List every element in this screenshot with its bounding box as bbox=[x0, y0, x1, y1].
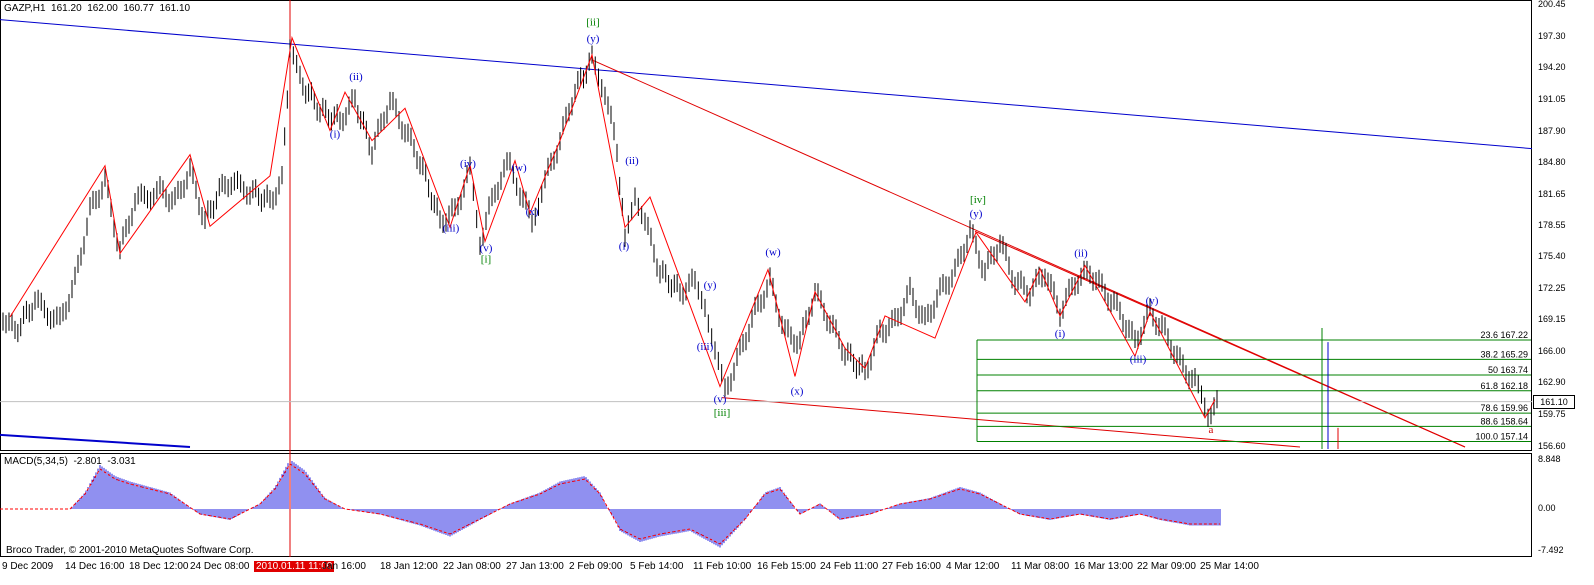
price-axis: 200.45 197.30 194.20 191.05 187.90 184.80 181.… bbox=[1533, 0, 1594, 557]
price-tick-label: 159.75 bbox=[1538, 409, 1566, 420]
wave-label: (y) bbox=[970, 208, 983, 220]
copyright-text: Broco Trader, © 2001-2010 MetaQuotes Sof… bbox=[6, 545, 254, 556]
fibonacci-level-label: 100.0 157.14 bbox=[1475, 432, 1528, 442]
current-price-label: 161.10 bbox=[1533, 394, 1575, 409]
time-tick-label: 9 Dec 2009 bbox=[2, 561, 54, 572]
price-tick-label: 187.90 bbox=[1538, 125, 1566, 136]
blue-trendline-upper bbox=[0, 19, 1533, 150]
fibonacci-level-label: 61.8 162.18 bbox=[1480, 381, 1528, 391]
time-tick-label: 27 Jan 13:00 bbox=[506, 561, 564, 572]
wave-label: a bbox=[1209, 424, 1214, 436]
price-tick-label: 191.05 bbox=[1538, 93, 1566, 104]
wave-label: (v) bbox=[714, 394, 727, 406]
wave-label: (i) bbox=[330, 129, 341, 141]
wave-label: (i) bbox=[1055, 328, 1066, 340]
wave-label: (ii) bbox=[349, 71, 363, 83]
time-tick-label: Jan 16:00 bbox=[322, 561, 366, 572]
time-tick-label: 11 Feb 10:00 bbox=[693, 561, 752, 572]
wave-label: (y) bbox=[704, 280, 717, 292]
wave-label: [i] bbox=[481, 254, 491, 266]
price-tick-label: 184.80 bbox=[1538, 156, 1566, 167]
wave-label: [ii] bbox=[586, 17, 599, 29]
fibonacci-level-label: 78.6 159.96 bbox=[1480, 403, 1528, 413]
wave-label: (ii) bbox=[1074, 247, 1088, 259]
time-tick-label: 24 Dec 08:00 bbox=[190, 561, 250, 572]
fibonacci-level-label: 23.6 167.22 bbox=[1480, 330, 1528, 340]
time-tick-label: 18 Dec 12:00 bbox=[129, 561, 189, 572]
wave-label: (y) bbox=[1146, 295, 1159, 307]
blue-trendline-lower bbox=[0, 433, 191, 448]
price-tick-label: 178.55 bbox=[1538, 219, 1566, 230]
macd-title: MACD(5,34,5) -2.801 -3.031 bbox=[4, 456, 136, 467]
time-tick-label: 16 Feb 15:00 bbox=[757, 561, 816, 572]
price-tick-label: 169.15 bbox=[1538, 314, 1566, 325]
time-tick-label: 2010.01.11 11:00 bbox=[254, 561, 335, 572]
wave-label: (iii) bbox=[443, 222, 460, 234]
red-trendline-lower bbox=[721, 397, 1301, 448]
macd-tick-label: 8.848 bbox=[1538, 454, 1561, 464]
time-tick-label: 22 Mar 09:00 bbox=[1137, 561, 1196, 572]
time-axis: 9 Dec 2009 14 Dec 16:00 18 Dec 12:00 24 Dec… bbox=[0, 558, 1594, 585]
wave-label: (iii) bbox=[1130, 353, 1147, 365]
macd-tick-label: -7.492 bbox=[1538, 545, 1564, 555]
time-tick-label: 18 Jan 12:00 bbox=[380, 561, 438, 572]
time-tick-label: 2 Feb 09:00 bbox=[569, 561, 623, 572]
price-tick-label: 175.40 bbox=[1538, 251, 1566, 262]
time-tick-label: 4 Mar 12:00 bbox=[946, 561, 1000, 572]
time-tick-label: 11 Mar 08:00 bbox=[1011, 561, 1070, 572]
macd-tick-label: 0.00 bbox=[1538, 503, 1556, 513]
fibonacci-level-label: 50 163.74 bbox=[1488, 365, 1528, 375]
price-tick-label: 172.25 bbox=[1538, 283, 1566, 294]
time-tick-label: 27 Feb 16:00 bbox=[882, 561, 941, 572]
red-trendline-channel bbox=[974, 230, 1466, 448]
wave-label: (x) bbox=[791, 386, 804, 398]
price-tick-label: 156.60 bbox=[1538, 441, 1566, 451]
elliott-zigzag-line bbox=[9, 35, 1216, 419]
price-bars bbox=[0, 39, 1218, 427]
wave-label: [iv] bbox=[970, 194, 986, 206]
price-chart-pane[interactable] bbox=[0, 0, 1532, 451]
price-tick-label: 181.65 bbox=[1538, 188, 1566, 199]
wave-label: (y) bbox=[587, 33, 600, 45]
macd-signal-line bbox=[0, 463, 1220, 545]
time-tick-label: 24 Feb 11:00 bbox=[820, 561, 879, 572]
price-tick-label: 194.20 bbox=[1538, 61, 1566, 72]
wave-label: (w) bbox=[765, 246, 781, 258]
time-tick-label: 25 Mar 14:00 bbox=[1200, 561, 1259, 572]
wave-label: (w) bbox=[511, 162, 527, 174]
price-tick-label: 200.45 bbox=[1538, 0, 1566, 9]
chart-drawing-layer: 23.6 167.22 38.2 165.29 50 163.74 61.8 162.… bbox=[0, 0, 1533, 557]
wave-label: (i) bbox=[619, 240, 630, 252]
fibonacci-level-label: 38.2 165.29 bbox=[1480, 349, 1528, 359]
price-tick-label: 166.00 bbox=[1538, 346, 1566, 357]
price-tick-label: 197.30 bbox=[1538, 30, 1566, 41]
wave-label: (ii) bbox=[625, 155, 639, 167]
time-tick-label: 14 Dec 16:00 bbox=[65, 561, 125, 572]
wave-label: (iii) bbox=[697, 341, 714, 353]
fibonacci-level-label: 88.6 158.64 bbox=[1480, 416, 1528, 426]
wave-label: [iii] bbox=[714, 407, 731, 419]
chart-title: GAZP,H1 161.20 162.00 160.77 161.10 bbox=[4, 3, 191, 14]
wave-label: (x) bbox=[526, 206, 539, 218]
wave-label: (iv) bbox=[460, 158, 476, 170]
time-tick-label: 5 Feb 14:00 bbox=[630, 561, 684, 572]
wave-label: (v) bbox=[480, 242, 493, 254]
time-tick-label: 16 Mar 13:00 bbox=[1074, 561, 1133, 572]
time-tick-label: 22 Jan 08:00 bbox=[443, 561, 501, 572]
price-tick-label: 162.90 bbox=[1538, 377, 1566, 388]
